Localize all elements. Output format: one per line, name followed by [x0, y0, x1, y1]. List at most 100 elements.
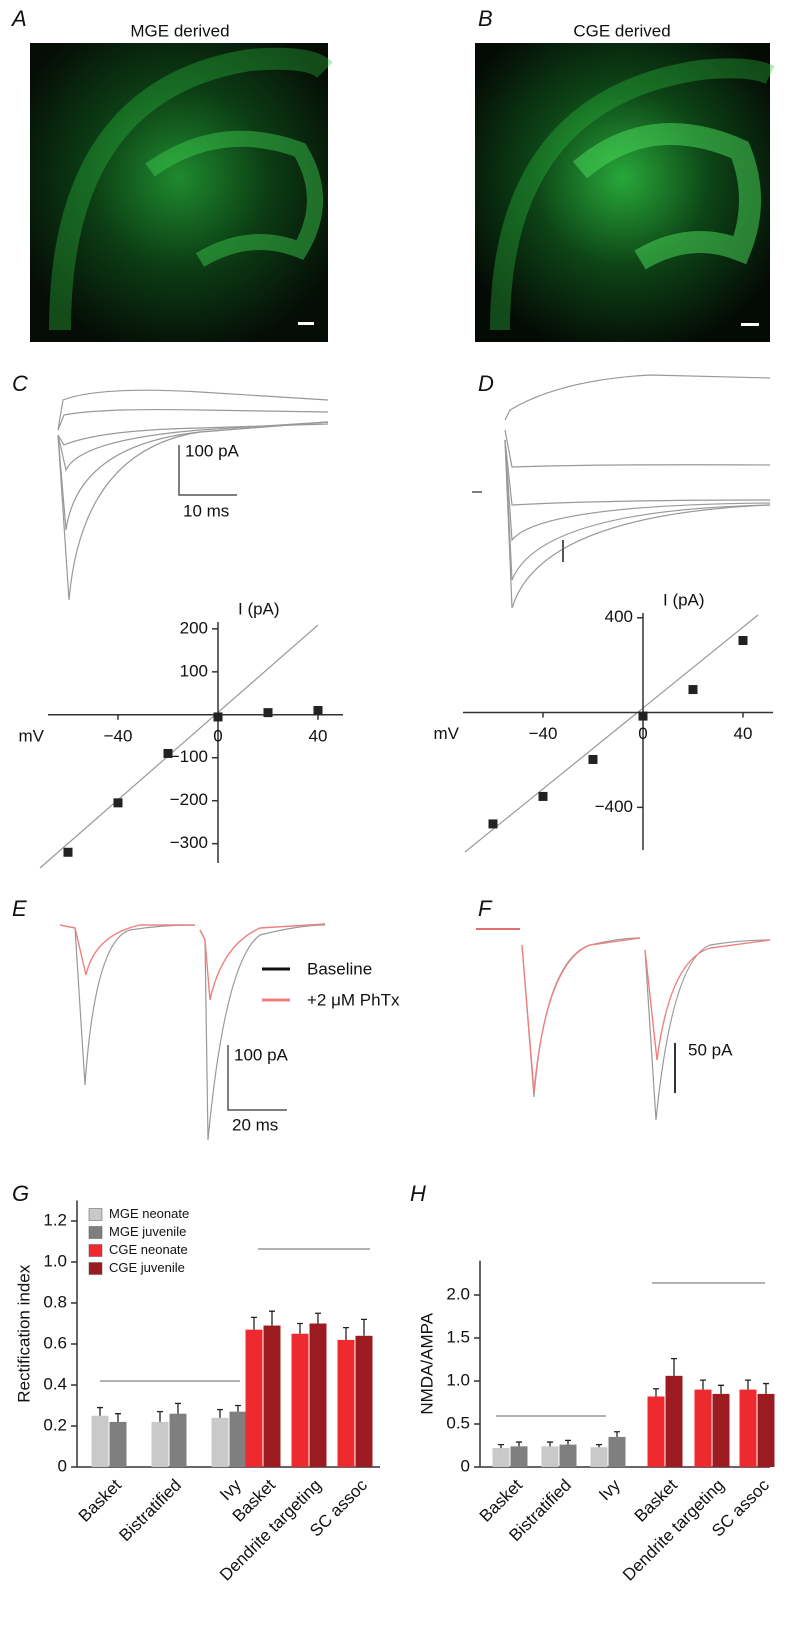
bar	[152, 1422, 169, 1467]
error-bar	[217, 1410, 223, 1418]
error-bar	[547, 1442, 553, 1446]
data-point	[64, 848, 73, 857]
data-point	[589, 755, 598, 764]
x-axis-label: mV	[434, 724, 460, 743]
micrograph	[475, 43, 770, 342]
x-tick-label: −40	[104, 726, 133, 745]
y-tick-label: 0	[461, 1456, 470, 1475]
y-tick-label: 200	[180, 618, 208, 637]
panel-letter: E	[12, 896, 27, 921]
data-point	[739, 636, 748, 645]
error-bar	[175, 1403, 181, 1413]
bar	[560, 1445, 577, 1467]
legend-label: MGE neonate	[109, 1206, 189, 1221]
error-bar	[97, 1408, 103, 1416]
x-tick-label: 0	[638, 724, 647, 743]
y-tick-label: −200	[170, 790, 208, 809]
bar	[758, 1394, 775, 1467]
x-tick-label: 0	[213, 726, 222, 745]
panel-title: CGE derived	[573, 21, 670, 40]
error-bar	[343, 1328, 349, 1340]
x-tick-label: Bistratified	[115, 1476, 185, 1546]
y-tick-label: 1.0	[43, 1251, 67, 1270]
bar	[292, 1334, 309, 1467]
legend-swatch	[89, 1227, 102, 1239]
y-tick-label: 1.2	[43, 1210, 67, 1229]
scale-label: 10 ms	[183, 501, 229, 520]
y-tick-label: 0.5	[446, 1413, 470, 1432]
data-point	[689, 685, 698, 694]
y-axis-label: Rectification index	[14, 1264, 33, 1402]
panel-letter: B	[478, 6, 493, 31]
figure: A MGE derived B CGE derived C 100 pA 10 …	[0, 0, 811, 1637]
error-bar	[235, 1406, 241, 1412]
error-bar	[315, 1313, 321, 1323]
y-tick-label: 1.5	[446, 1327, 470, 1346]
current-traces	[476, 929, 770, 1120]
data-point	[539, 792, 548, 801]
legend-label: CGE neonate	[109, 1242, 188, 1257]
bar	[542, 1446, 559, 1467]
bar	[740, 1390, 757, 1467]
y-tick-label: 0.6	[43, 1333, 67, 1352]
y-tick-label: −300	[170, 833, 208, 852]
y-tick-label: 1.0	[446, 1370, 470, 1389]
y-tick-label: 0.8	[43, 1292, 67, 1311]
error-bar	[251, 1317, 257, 1329]
y-tick-label: −400	[595, 797, 633, 816]
scale-label: 100 pA	[185, 441, 240, 460]
bar	[511, 1446, 528, 1467]
data-point	[264, 708, 273, 717]
micrograph	[30, 43, 328, 342]
data-point	[164, 749, 173, 758]
data-point	[639, 712, 648, 721]
error-bar	[269, 1311, 275, 1325]
scale-label: 50 pA	[688, 1040, 733, 1059]
legend-swatch	[89, 1263, 102, 1275]
y-axis-label: NMDA/AMPA	[417, 1312, 436, 1414]
y-tick-label: −100	[170, 747, 208, 766]
panel-letter: A	[10, 6, 27, 31]
error-bar	[653, 1389, 659, 1397]
panel-title: MGE derived	[130, 21, 229, 40]
error-bar	[115, 1414, 121, 1422]
panel-letter: G	[12, 1181, 29, 1206]
bar	[230, 1412, 247, 1467]
x-tick-label: Basket	[75, 1475, 125, 1525]
error-bar	[361, 1319, 367, 1335]
x-tick-label: 40	[734, 724, 753, 743]
error-bar	[671, 1359, 677, 1376]
bar	[92, 1416, 109, 1467]
scale-label: 100 pA	[234, 1045, 289, 1064]
bar	[609, 1437, 626, 1467]
current-traces	[472, 375, 770, 608]
y-tick-label: 0	[58, 1456, 67, 1475]
y-tick-label: 0.2	[43, 1415, 67, 1434]
current-traces	[60, 924, 325, 1140]
legend-swatch	[89, 1245, 102, 1257]
bar	[170, 1414, 187, 1467]
y-axis-label: I (pA)	[238, 599, 280, 618]
y-tick-label: 0.4	[43, 1374, 67, 1393]
bar	[648, 1396, 665, 1467]
bar	[713, 1394, 730, 1467]
legend-label: CGE juvenile	[109, 1260, 185, 1275]
scale-label: 20 ms	[232, 1115, 278, 1134]
data-point	[214, 712, 223, 721]
x-axis-label: mV	[19, 726, 45, 745]
panel-letter: C	[12, 371, 28, 396]
bar	[310, 1324, 327, 1468]
error-bar	[718, 1385, 724, 1394]
data-point	[489, 819, 498, 828]
panel-letter: F	[478, 896, 493, 921]
legend-label: MGE juvenile	[109, 1224, 186, 1239]
bar	[264, 1326, 281, 1467]
bar	[493, 1448, 510, 1467]
error-bar	[763, 1384, 769, 1394]
data-point	[314, 706, 323, 715]
data-point	[114, 798, 123, 807]
x-tick-label: −40	[529, 724, 558, 743]
x-tick-label: 40	[309, 726, 328, 745]
bar	[212, 1418, 229, 1467]
bar	[591, 1447, 608, 1467]
